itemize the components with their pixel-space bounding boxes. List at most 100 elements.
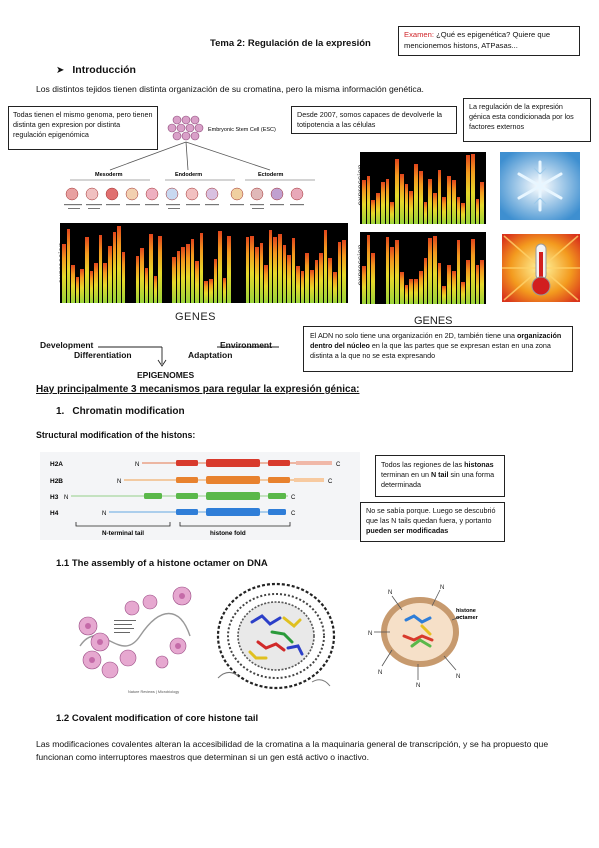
c-label-h4: C <box>291 511 296 517</box>
chromatin-fiber-illustration: Nature Reviews | Microbiology <box>78 586 192 694</box>
expression-bar <box>371 199 376 224</box>
row-label-h2a: H2A <box>50 461 63 468</box>
octamer-n-3: N <box>368 631 372 637</box>
expression-bar <box>480 260 485 304</box>
expression-bar <box>153 275 158 303</box>
expression-bar <box>333 272 337 303</box>
expression-bar <box>181 247 186 303</box>
genes-label: GENES <box>175 311 217 323</box>
expression-bar <box>259 242 264 303</box>
expression-bar <box>305 252 310 303</box>
intro-text: Los distintos tejidos tienen distinta or… <box>36 84 424 94</box>
expression-bar <box>254 246 259 303</box>
expression-bar <box>390 247 395 304</box>
section-1-2-text: Las modificaciones covalentes alteran la… <box>36 739 549 762</box>
tails-text-c: sin una forma determinada <box>381 470 495 489</box>
genome-note: Todas tienen el mismo genoma, pero tiene… <box>8 106 158 150</box>
thermometer-icon <box>502 234 580 302</box>
fold-label: histone fold <box>210 530 246 537</box>
differentiation-figure: Embryonic Stem Cell (ESC) Mesoderm Endod… <box>40 108 350 388</box>
expression-bar <box>480 182 485 224</box>
n-label-h4: N <box>102 511 106 517</box>
expression-bar <box>362 266 366 304</box>
epigenome-arrows <box>98 346 279 367</box>
expression-bar <box>103 262 107 303</box>
nucleus-text-b: en la que las partes que se expresan est… <box>310 341 551 360</box>
expression-bars-top <box>360 152 486 224</box>
expression-bar <box>66 228 71 303</box>
intro-heading-text: Introducción <box>72 64 136 76</box>
expression-bar <box>84 237 89 303</box>
expression-bar <box>314 260 319 303</box>
c-label-h2a: C <box>336 462 341 468</box>
modification-note: No se sabía porque. Luego se descubrió q… <box>360 502 505 542</box>
expression-bar <box>470 153 475 224</box>
expression-bars-main <box>60 223 348 303</box>
expression-bar <box>395 240 399 304</box>
octamer-label: histone octamer <box>456 608 479 621</box>
expression-bar <box>376 192 380 224</box>
expression-bar <box>428 237 433 304</box>
expression-bar <box>442 197 447 224</box>
snowflake-icon <box>500 152 580 220</box>
octamer-n-2: N <box>440 585 444 591</box>
section-1-1-heading: 1.1 The assembly of a histone octamer on… <box>56 558 268 569</box>
c-label-h2b: C <box>328 479 333 485</box>
row-label-h4: H4 <box>50 510 59 517</box>
expression-bar <box>277 234 282 303</box>
expression-bar <box>75 276 80 303</box>
expression-bar <box>385 237 390 304</box>
expression-bar <box>475 199 480 224</box>
expression-bar <box>418 270 423 304</box>
figure-credit: Nature Reviews | Microbiology <box>128 690 179 694</box>
expression-bar <box>404 183 409 224</box>
expression-bar <box>218 231 222 303</box>
page-title: Tema 2: Regulación de la expresión <box>210 38 371 49</box>
expression-bar <box>414 163 418 224</box>
expression-bar <box>282 244 287 303</box>
tails-note: Todos las regiones de las histonas termi… <box>375 455 505 497</box>
expression-bar <box>461 203 466 224</box>
genes-label-right: GENES <box>414 315 453 327</box>
expression-bar <box>451 271 456 304</box>
expression-bar <box>399 174 404 224</box>
expression-bar <box>470 238 475 304</box>
chromatin-item-title: Chromatin modification <box>72 406 185 417</box>
expression-bar <box>209 279 213 303</box>
expression-bar <box>204 280 208 303</box>
octamer-diagram: N N N N N N histone octamer <box>368 585 479 689</box>
section-1-2-heading: 1.2 Covalent modification of core histon… <box>56 713 259 724</box>
expression-bar <box>456 239 461 304</box>
adaptation-label: Adaptation <box>188 350 233 360</box>
expression-bar <box>433 235 437 304</box>
expression-bar <box>222 277 227 303</box>
expression-bar <box>94 263 98 303</box>
nucleus-text-bold: organización dentro del núcleo <box>310 331 562 350</box>
exam-text: ¿Qué es epigenética? Quiere que mencione… <box>404 30 551 50</box>
expression-bar <box>418 170 423 224</box>
expression-bar <box>149 234 153 303</box>
expression-bar <box>414 279 418 304</box>
expression-bar <box>366 234 371 304</box>
expression-bar <box>423 258 428 304</box>
layer-ectoderm: Ectoderm <box>258 172 283 178</box>
environment-label: Environment <box>220 340 272 350</box>
expression-bar <box>466 155 470 224</box>
mechanisms-heading: Hay principalmente 3 mecanismos para reg… <box>36 384 360 395</box>
octamer-n-1: N <box>388 590 392 596</box>
expression-bar <box>433 193 437 224</box>
n-label-h2a: N <box>135 462 139 468</box>
chromatin-item: 1. Chromatin modification <box>56 406 185 417</box>
n-label-h2b: N <box>117 479 121 485</box>
expression-bar <box>172 256 176 303</box>
tails-text-bold1: histonas <box>464 460 494 469</box>
regulation-note: La regulación de la expresión génica est… <box>463 98 591 142</box>
expression-bar <box>89 271 94 303</box>
n-label-h3: N <box>64 495 68 501</box>
nucleus-note: El ADN no solo tiene una organización en… <box>303 326 573 372</box>
expression-bar <box>362 179 366 224</box>
layer-mesoderm: Mesoderm <box>95 172 123 178</box>
c-label-h3: C <box>291 495 296 501</box>
row-label-h2b: H2B <box>50 478 63 485</box>
tails-text-bold2: N tail <box>430 470 449 479</box>
